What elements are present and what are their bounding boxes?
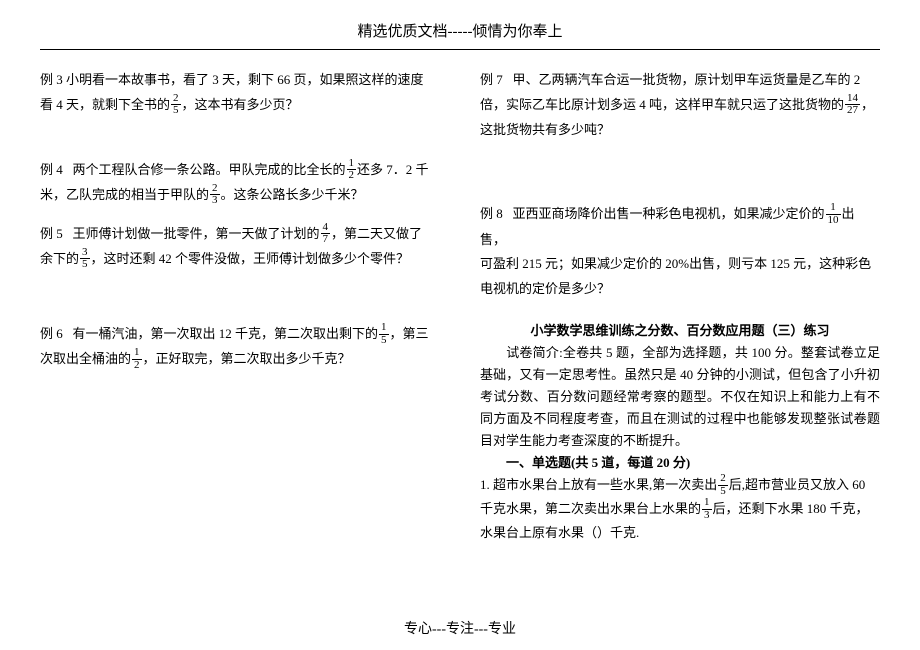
footer-text: 专心---专注---专业 (404, 622, 516, 637)
fraction: 47 (321, 222, 331, 246)
q1-text-4: 后，还剩下水果 180 千克， (713, 501, 869, 516)
ex3-label: 例 3 (40, 72, 63, 87)
q1-text-3: 千克水果，第二次卖出水果台上水果的 (480, 501, 701, 516)
ex5-label: 例 5 (40, 226, 63, 241)
ex7-text-1: 甲、乙两辆汽车合运一批货物，原计划甲车运货量是乙车的 2 (513, 72, 861, 87)
ex4-text-1: 两个工程队合修一条公路。甲队完成的比全长的 (73, 162, 346, 177)
fraction: 110 (826, 202, 841, 226)
fraction: 25 (718, 473, 728, 497)
fraction: 12 (347, 158, 357, 182)
example-8: 例 8 亚西亚商场降价出售一种彩色电视机，如果减少定价的110出售， 可盈利 2… (480, 202, 880, 301)
ex7-text-4: 这批货物共有多少吨？ (480, 122, 610, 137)
fraction: 35 (80, 247, 90, 271)
page-header: 精选优质文档-----倾情为你奉上 (0, 0, 920, 50)
q1-text-2: 后,超市营业员又放入 60 (729, 477, 866, 492)
ex7-text-3: ， (861, 97, 874, 112)
example-6: 例 6 有一桶汽油，第一次取出 12 千克，第二次取出剩下的15，第三 次取出全… (40, 322, 440, 372)
ex5-text-4: ，这时还剩 42 个零件没做，王师傅计划做多少个零件？ (91, 251, 410, 266)
fraction: 12 (132, 347, 142, 371)
ex8-label: 例 8 (480, 206, 503, 221)
ex8-text-3: 可盈利 215 元；如果减少定价的 20%出售，则亏本 125 元，这种彩色 (480, 256, 871, 271)
left-column: 例 3 小明看一本故事书，看了 3 天，剩下 66 页，如果照这样的速度 看 4… (40, 68, 460, 545)
ex8-text-1: 亚西亚商场降价出售一种彩色电视机，如果减少定价的 (513, 206, 825, 221)
ex3-text-2: 看 4 天，就剩下全书的 (40, 97, 170, 112)
right-column: 例 7 甲、乙两辆汽车合运一批货物，原计划甲车运货量是乙车的 2 倍，实际乙车比… (460, 68, 880, 545)
ex5-text-2: ，第二天又做了 (331, 226, 422, 241)
example-3: 例 3 小明看一本故事书，看了 3 天，剩下 66 页，如果照这样的速度 看 4… (40, 68, 440, 118)
ex4-text-4: 。这条公路长多少千米？ (221, 187, 364, 202)
fraction: 15 (379, 322, 389, 346)
content-area: 例 3 小明看一本故事书，看了 3 天，剩下 66 页，如果照这样的速度 看 4… (0, 50, 920, 545)
ex7-text-2: 倍，实际乙车比原计划多运 4 吨，这样甲车就只运了这批货物的 (480, 97, 844, 112)
ex6-text-3: 次取出全桶油的 (40, 351, 131, 366)
ex6-label: 例 6 (40, 326, 63, 341)
ex6-text-4: ，正好取完，第二次取出多少千克？ (143, 351, 351, 366)
fraction: 13 (702, 497, 712, 521)
q1-text-1: 1. 超市水果台上放有一些水果,第一次卖出 (480, 477, 717, 492)
example-7: 例 7 甲、乙两辆汽车合运一批货物，原计划甲车运货量是乙车的 2 倍，实际乙车比… (480, 68, 880, 142)
fraction: 23 (210, 183, 220, 207)
practice-title: 小学数学思维训练之分数、百分数应用题（三）练习 (480, 320, 880, 342)
ex5-text-1: 王师傅计划做一批零件，第一天做了计划的 (73, 226, 320, 241)
example-4: 例 4 两个工程队合修一条公路。甲队完成的比全长的12还多 7．2 千 米，乙队… (40, 158, 440, 208)
ex4-text-2: 还多 7．2 千 (357, 162, 429, 177)
practice-section: 小学数学思维训练之分数、百分数应用题（三）练习 试卷简介:全卷共 5 题，全部为… (480, 320, 880, 545)
page-footer: 专心---专注---专业 (0, 618, 920, 638)
practice-intro: 试卷简介:全卷共 5 题，全部为选择题，共 100 分。整套试卷立足基础，又有一… (480, 342, 880, 452)
ex6-text-2: ，第三 (390, 326, 429, 341)
question-1: 1. 超市水果台上放有一些水果,第一次卖出25后,超市营业员又放入 60 千克水… (480, 474, 880, 544)
example-5: 例 5 王师傅计划做一批零件，第一天做了计划的47，第二天又做了 余下的35，这… (40, 222, 440, 272)
ex3-text-3: ，这本书有多少页？ (182, 97, 299, 112)
section-heading: 一、单选题(共 5 道，每道 20 分) (480, 452, 880, 474)
ex4-text-3: 米，乙队完成的相当于甲队的 (40, 187, 209, 202)
ex4-label: 例 4 (40, 162, 63, 177)
ex5-text-3: 余下的 (40, 251, 79, 266)
q1-text-5: 水果台上原有水果（）千克. (480, 525, 639, 540)
fraction: 1427 (845, 93, 860, 117)
ex7-label: 例 7 (480, 72, 503, 87)
header-text: 精选优质文档-----倾情为你奉上 (358, 24, 563, 40)
fraction: 25 (171, 93, 181, 117)
ex3-text-1: 小明看一本故事书，看了 3 天，剩下 66 页，如果照这样的速度 (66, 72, 424, 87)
ex8-text-4: 电视机的定价是多少？ (480, 281, 610, 296)
ex6-text-1: 有一桶汽油，第一次取出 12 千克，第二次取出剩下的 (73, 326, 379, 341)
